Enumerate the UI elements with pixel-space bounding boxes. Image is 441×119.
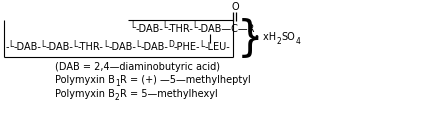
Text: L: L bbox=[10, 40, 14, 49]
Text: -DAB-: -DAB- bbox=[108, 42, 136, 52]
Text: • xH: • xH bbox=[254, 32, 277, 42]
Text: 2: 2 bbox=[115, 93, 120, 102]
Text: R = 5—methylhexyl: R = 5—methylhexyl bbox=[120, 89, 217, 99]
Text: L: L bbox=[201, 40, 205, 49]
Text: -: - bbox=[6, 42, 10, 52]
Text: (DAB = 2,4—diaminobutyric acid): (DAB = 2,4—diaminobutyric acid) bbox=[55, 62, 220, 72]
Text: R = (+) —5—methylheptyl: R = (+) —5—methylheptyl bbox=[120, 75, 250, 85]
Text: -DAB-: -DAB- bbox=[140, 42, 168, 52]
Text: O: O bbox=[231, 2, 239, 12]
Text: -DAB-: -DAB- bbox=[135, 24, 163, 34]
Text: 4: 4 bbox=[295, 37, 300, 45]
Text: 1: 1 bbox=[115, 79, 120, 88]
Text: -THR-: -THR- bbox=[78, 42, 104, 52]
Text: L: L bbox=[163, 21, 168, 30]
Text: L: L bbox=[41, 40, 46, 49]
Text: -PHE-: -PHE- bbox=[174, 42, 201, 52]
Text: SO: SO bbox=[281, 32, 295, 42]
Text: }: } bbox=[236, 17, 263, 60]
Text: 2: 2 bbox=[277, 37, 281, 45]
Text: L: L bbox=[131, 21, 135, 30]
Text: L: L bbox=[104, 40, 108, 49]
Text: -DAB-: -DAB- bbox=[46, 42, 74, 52]
Text: -THR-: -THR- bbox=[168, 24, 193, 34]
Text: L: L bbox=[136, 40, 140, 49]
Text: Polymyxin B: Polymyxin B bbox=[55, 75, 115, 85]
Text: -DAB—C—R: -DAB—C—R bbox=[198, 24, 255, 34]
Text: D: D bbox=[168, 40, 174, 49]
Text: -DAB-: -DAB- bbox=[14, 42, 41, 52]
Text: -LEU-: -LEU- bbox=[205, 42, 231, 52]
Text: Polymyxin B: Polymyxin B bbox=[55, 89, 115, 99]
Text: L: L bbox=[74, 40, 78, 49]
Text: L: L bbox=[193, 21, 198, 30]
